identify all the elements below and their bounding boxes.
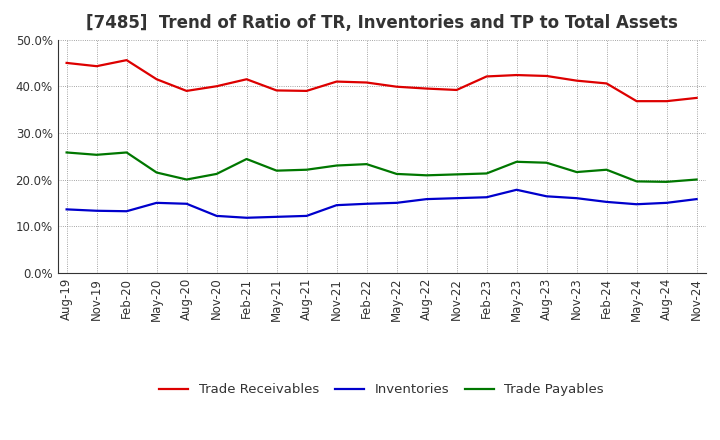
Trade Payables <box>632 179 641 184</box>
Trade Receivables <box>392 84 401 89</box>
Trade Receivables <box>302 88 311 94</box>
Inventories <box>62 207 71 212</box>
Inventories <box>122 209 131 214</box>
Trade Receivables <box>153 77 161 82</box>
Trade Receivables <box>513 73 521 78</box>
Inventories <box>302 213 311 219</box>
Inventories <box>333 202 341 208</box>
Inventories <box>92 208 101 213</box>
Trade Payables <box>362 161 371 167</box>
Trade Payables <box>212 171 221 176</box>
Inventories <box>662 200 671 205</box>
Legend: Trade Receivables, Inventories, Trade Payables: Trade Receivables, Inventories, Trade Pa… <box>154 378 609 401</box>
Trade Payables <box>272 168 281 173</box>
Trade Payables <box>333 163 341 168</box>
Trade Payables <box>542 160 551 165</box>
Trade Receivables <box>542 73 551 79</box>
Inventories <box>632 202 641 207</box>
Trade Payables <box>452 172 461 177</box>
Inventories <box>182 201 191 206</box>
Trade Receivables <box>212 84 221 89</box>
Inventories <box>572 195 581 201</box>
Trade Payables <box>122 150 131 155</box>
Trade Payables <box>422 172 431 178</box>
Line: Trade Receivables: Trade Receivables <box>66 60 697 101</box>
Trade Payables <box>662 179 671 184</box>
Trade Payables <box>482 171 491 176</box>
Title: [7485]  Trend of Ratio of TR, Inventories and TP to Total Assets: [7485] Trend of Ratio of TR, Inventories… <box>86 15 678 33</box>
Inventories <box>542 194 551 199</box>
Trade Receivables <box>62 60 71 66</box>
Trade Payables <box>602 167 611 172</box>
Trade Receivables <box>272 88 281 93</box>
Trade Payables <box>572 169 581 175</box>
Trade Payables <box>693 177 701 182</box>
Inventories <box>602 199 611 205</box>
Line: Inventories: Inventories <box>66 190 697 218</box>
Trade Payables <box>302 167 311 172</box>
Trade Receivables <box>122 58 131 63</box>
Inventories <box>422 197 431 202</box>
Inventories <box>452 195 461 201</box>
Trade Receivables <box>242 77 251 82</box>
Trade Payables <box>182 177 191 182</box>
Trade Receivables <box>662 99 671 104</box>
Trade Receivables <box>602 81 611 86</box>
Trade Payables <box>153 170 161 175</box>
Trade Payables <box>513 159 521 165</box>
Trade Receivables <box>333 79 341 84</box>
Inventories <box>212 213 221 219</box>
Inventories <box>392 200 401 205</box>
Trade Receivables <box>482 74 491 79</box>
Trade Payables <box>392 171 401 176</box>
Inventories <box>242 215 251 220</box>
Trade Receivables <box>182 88 191 94</box>
Trade Receivables <box>92 63 101 69</box>
Inventories <box>272 214 281 220</box>
Trade Receivables <box>452 87 461 92</box>
Inventories <box>362 201 371 206</box>
Trade Payables <box>62 150 71 155</box>
Trade Payables <box>242 156 251 161</box>
Inventories <box>513 187 521 192</box>
Inventories <box>482 194 491 200</box>
Inventories <box>153 200 161 205</box>
Trade Payables <box>92 152 101 158</box>
Trade Receivables <box>422 86 431 91</box>
Line: Trade Payables: Trade Payables <box>66 153 697 182</box>
Trade Receivables <box>572 78 581 83</box>
Trade Receivables <box>693 95 701 100</box>
Trade Receivables <box>362 80 371 85</box>
Inventories <box>693 197 701 202</box>
Trade Receivables <box>632 99 641 104</box>
